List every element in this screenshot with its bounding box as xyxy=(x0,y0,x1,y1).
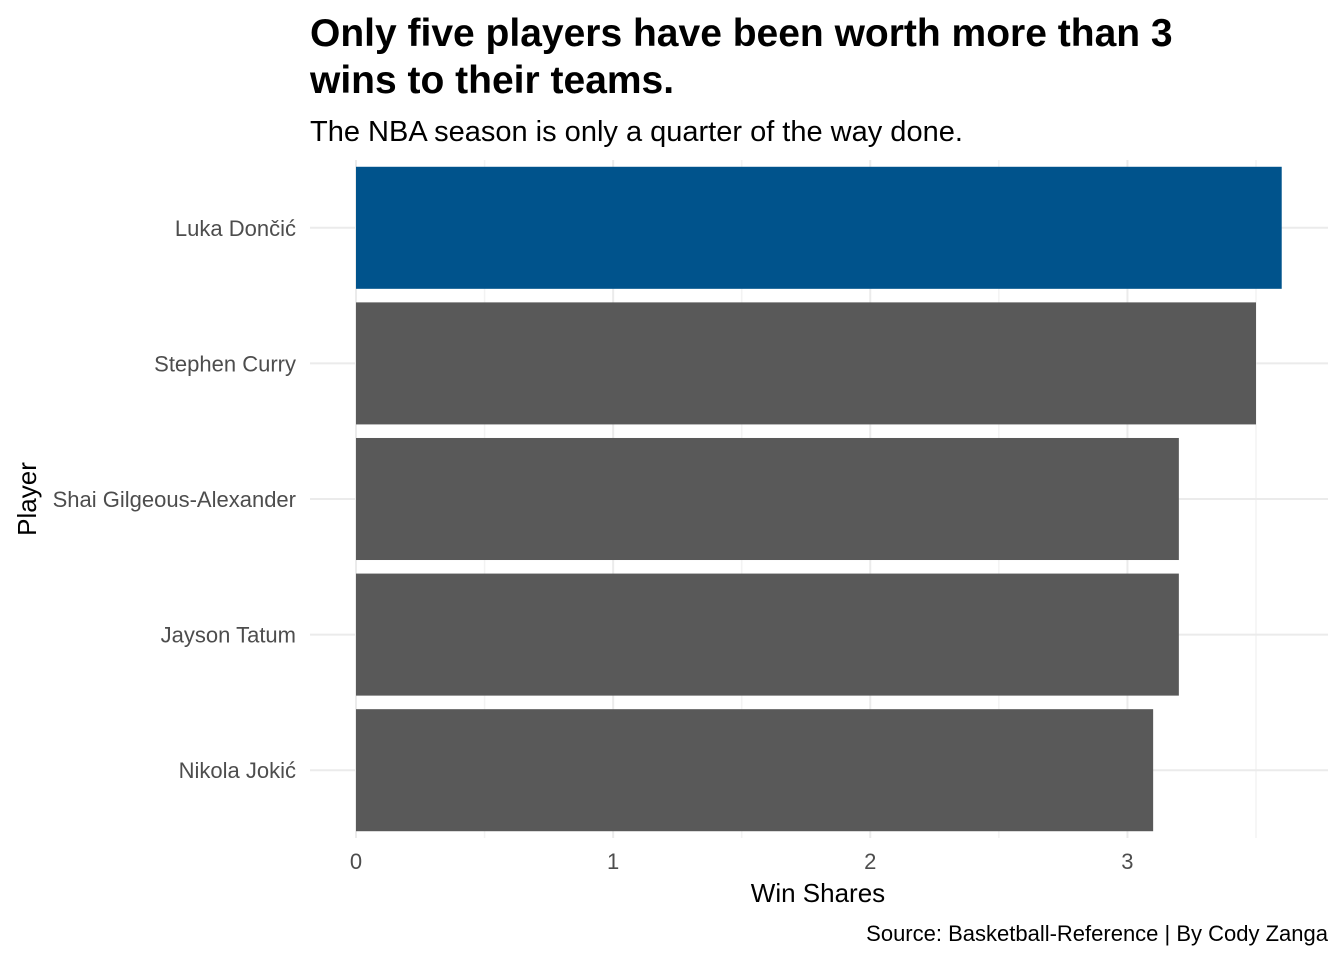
x-axis-label: Win Shares xyxy=(751,878,885,908)
x-tick-label: 0 xyxy=(350,849,362,874)
x-axis-ticks: 0 1 2 3 xyxy=(350,849,1134,874)
y-axis-label: Player xyxy=(12,462,42,536)
bar xyxy=(356,166,1282,289)
x-tick-label: 2 xyxy=(864,849,876,874)
bar xyxy=(356,573,1179,696)
bar xyxy=(356,709,1154,832)
chart-title-line-1: Only five players have been worth more t… xyxy=(310,12,1173,55)
y-tick-label: Luka Dončić xyxy=(175,216,296,241)
y-axis-ticks: Luka Dončić Stephen Curry Shai Gilgeous-Al… xyxy=(53,216,296,783)
y-tick-label: Jayson Tatum xyxy=(161,623,296,648)
chart-subtitle: The NBA season is only a quarter of the … xyxy=(310,116,963,148)
bar xyxy=(356,302,1256,425)
y-tick-label: Shai Gilgeous-Alexander xyxy=(53,487,296,512)
x-tick-label: 1 xyxy=(607,849,619,874)
chart-title-line-2: wins to their teams. xyxy=(309,59,674,102)
bars xyxy=(356,166,1282,832)
bar xyxy=(356,437,1179,561)
y-tick-label: Nikola Jokić xyxy=(179,758,296,783)
y-tick-label: Stephen Curry xyxy=(154,351,296,376)
chart-caption: Source: Basketball-Reference | By Cody Z… xyxy=(866,921,1329,946)
x-tick-label: 3 xyxy=(1121,849,1133,874)
